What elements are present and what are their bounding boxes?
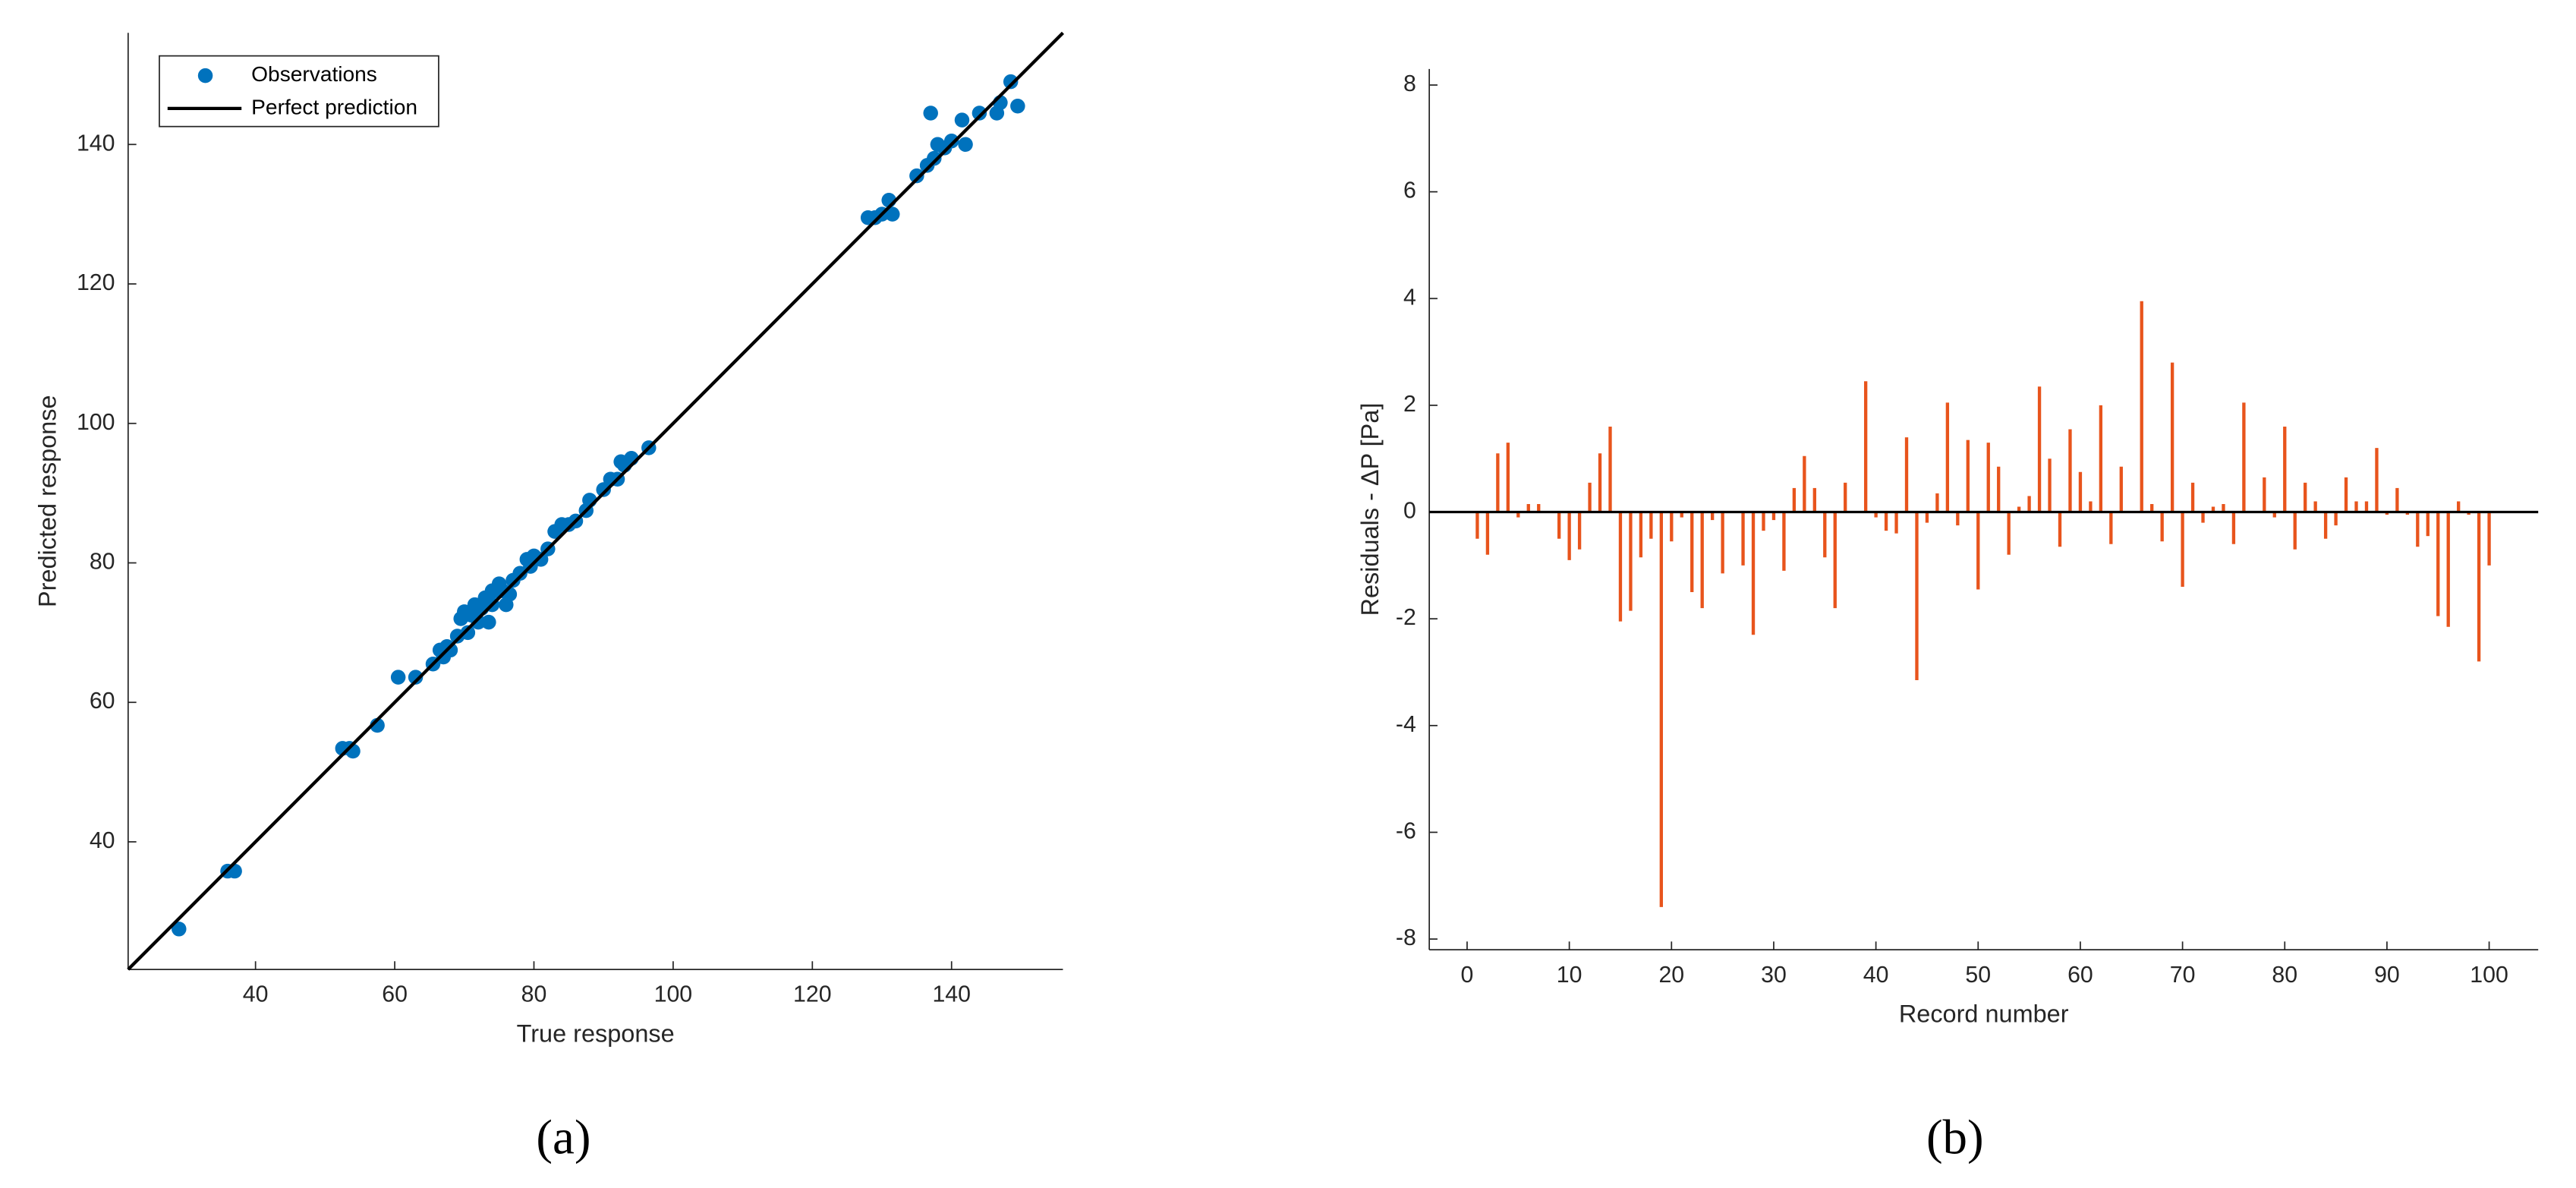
point [460,625,476,641]
point [408,670,424,685]
point [481,614,496,630]
y-tick-label: 80 [90,550,115,575]
panel-caption: (b) [1926,1110,1984,1164]
x-tick-label: 60 [2067,963,2093,988]
point [1010,99,1025,114]
y-tick-label: -4 [1396,712,1416,737]
x-axis-label: True response [517,1019,675,1047]
point [390,670,406,685]
perfect-line [127,31,1064,971]
x-tick-label: 0 [1461,963,1474,988]
x-tick-label: 100 [654,982,693,1007]
point [1003,74,1019,90]
y-tick-label: 60 [90,689,115,714]
y-tick-label: 6 [1403,178,1416,203]
y-tick-label: 100 [77,410,115,435]
point [909,168,924,184]
x-tick-label: 80 [521,982,547,1007]
legend-box [159,55,439,128]
x-tick-label: 100 [2470,963,2508,988]
point [954,112,970,128]
point [442,642,458,658]
y-tick-label: 40 [90,828,115,853]
y-tick-label: -2 [1396,605,1416,630]
point [512,566,527,581]
x-tick-label: 10 [1557,963,1582,988]
point [471,614,486,630]
y-axis-label: Residuals - ΔP [Pa] [1356,403,1384,616]
legend-label: Observations [251,62,377,86]
point [972,106,987,121]
y-tick-label: 120 [77,270,115,295]
x-tick-label: 50 [1965,963,1991,988]
y-tick-label: 0 [1403,499,1416,524]
point [533,552,549,567]
y-tick-label: 8 [1403,71,1416,96]
y-tick-label: -8 [1396,925,1416,950]
x-tick-label: 20 [1658,963,1684,988]
x-tick-label: 80 [2272,963,2297,988]
x-tick-label: 140 [932,982,971,1007]
y-tick-label: 140 [77,131,115,156]
point [172,922,187,937]
y-axis-label: Predicted response [34,395,61,607]
y-tick-label: -6 [1396,818,1416,843]
point [943,133,959,149]
point [958,137,973,153]
legend-symbol [197,68,213,84]
y-tick-label: 2 [1403,392,1416,417]
x-tick-label: 40 [1863,963,1889,988]
point [885,206,900,222]
point [927,150,942,166]
point [596,482,611,497]
y-tick-label: 4 [1403,285,1416,310]
x-tick-label: 30 [1761,963,1787,988]
x-tick-label: 40 [243,982,269,1007]
x-tick-label: 70 [2170,963,2196,988]
x-tick-label: 60 [382,982,408,1007]
panel-caption: (a) [536,1110,590,1164]
x-tick-label: 90 [2374,963,2400,988]
point [923,106,938,121]
x-tick-label: 120 [793,982,832,1007]
legend-label: Perfect prediction [251,95,417,118]
x-axis-label: Record number [1899,1000,2069,1027]
